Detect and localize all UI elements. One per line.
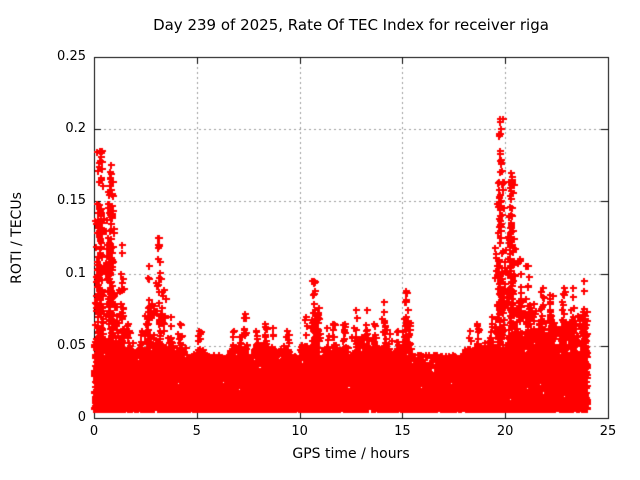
y-tick-label: 0.25 [57, 49, 86, 64]
chart-title: Day 239 of 2025, Rate Of TEC Index for r… [153, 16, 549, 34]
y-tick-label: 0.1 [65, 265, 86, 281]
x-tick-label: 25 [599, 424, 617, 439]
x-tick-label: 0 [89, 424, 99, 439]
x-axis-label: GPS time / hours [292, 446, 410, 462]
y-axis-label: ROTI / TECUs [9, 192, 25, 284]
x-tick-label: 20 [496, 424, 514, 439]
x-tick-label: 15 [394, 424, 411, 439]
x-tick-label: 5 [192, 424, 201, 439]
y-tick-label: 0 [77, 410, 86, 425]
y-tick-label: 0.2 [65, 121, 86, 137]
y-tick-label: 0.15 [57, 193, 86, 209]
x-tick-label: 10 [291, 424, 308, 439]
y-tick-label: 0.05 [57, 337, 86, 353]
